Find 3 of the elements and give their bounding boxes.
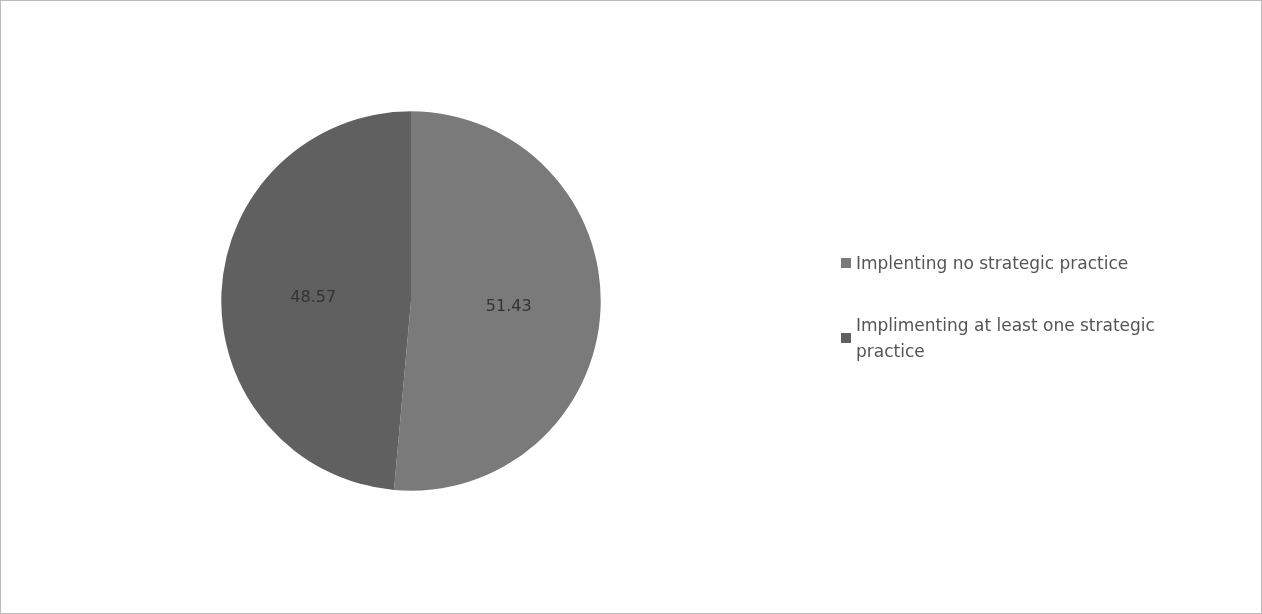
legend-label: Implenting no strategic practice [856,253,1129,273]
data-label: 51.43 [485,295,532,315]
legend-label: Implimenting at least one strategic practice [856,315,1161,361]
